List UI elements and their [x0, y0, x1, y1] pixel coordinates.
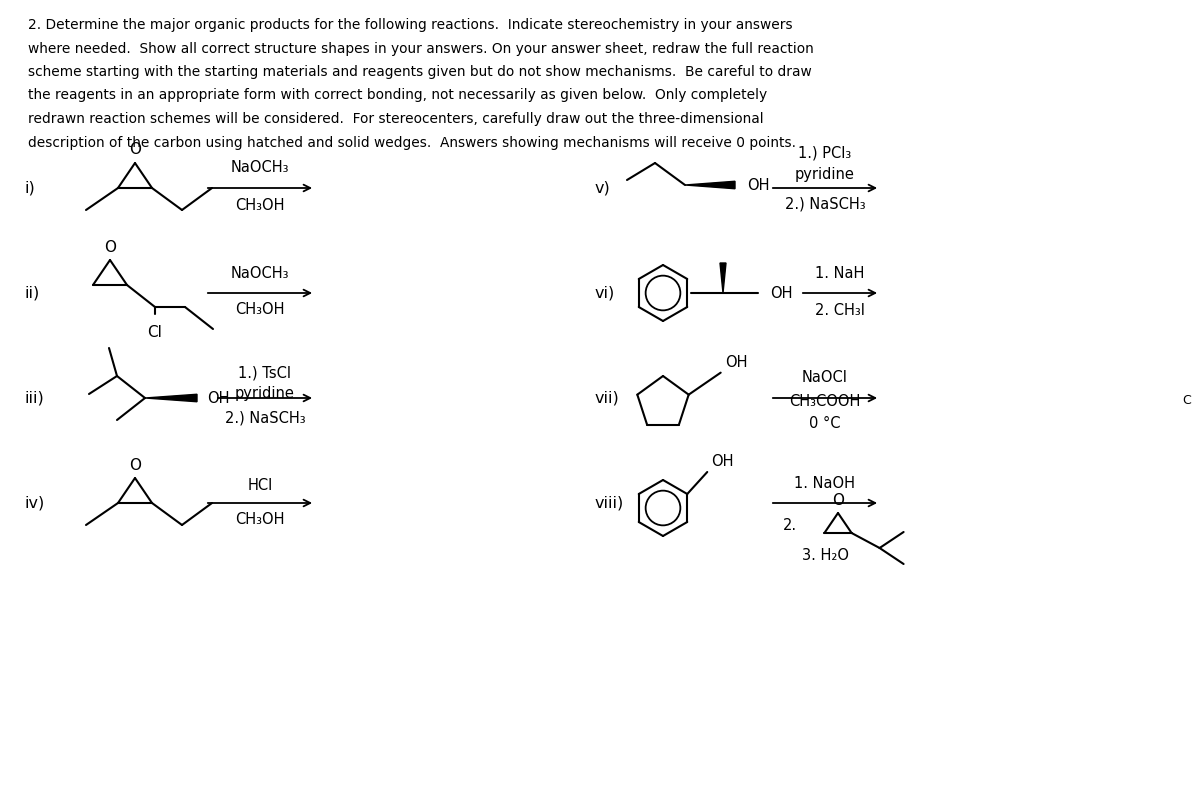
Text: NaOCH₃: NaOCH₃ [230, 266, 289, 280]
Text: vi): vi) [595, 285, 616, 301]
Text: scheme starting with the starting materials and reagents given but do not show m: scheme starting with the starting materi… [28, 65, 811, 79]
Text: CH₃OH: CH₃OH [235, 302, 284, 318]
Text: 2. Determine the major organic products for the following reactions.  Indicate s: 2. Determine the major organic products … [28, 18, 793, 32]
Text: 3. H₂O: 3. H₂O [802, 548, 848, 562]
Text: i): i) [25, 180, 36, 196]
Text: 2.) NaSCH₃: 2.) NaSCH₃ [785, 196, 865, 212]
Text: NaOCl: NaOCl [802, 371, 848, 385]
Text: ii): ii) [25, 285, 41, 301]
Text: OH: OH [725, 356, 748, 370]
Text: OH: OH [748, 178, 769, 192]
Text: 0 °C: 0 °C [809, 416, 841, 431]
Text: OH: OH [712, 454, 733, 469]
Text: v): v) [595, 180, 611, 196]
Text: viii): viii) [595, 495, 624, 511]
Text: 2. CH₃I: 2. CH₃I [815, 304, 865, 318]
Text: C: C [1182, 393, 1190, 406]
Polygon shape [720, 263, 726, 293]
Text: 1.) PCl₃: 1.) PCl₃ [798, 145, 852, 161]
Text: description of the carbon using hatched and solid wedges.  Answers showing mecha: description of the carbon using hatched … [28, 136, 796, 149]
Text: vii): vii) [595, 390, 619, 406]
Text: redrawn reaction schemes will be considered.  For stereocenters, carefully draw : redrawn reaction schemes will be conside… [28, 112, 763, 126]
Text: HCl: HCl [247, 478, 272, 493]
Text: OH: OH [206, 390, 229, 406]
Text: O: O [832, 493, 844, 507]
Polygon shape [145, 394, 197, 402]
Text: 2.: 2. [784, 517, 797, 532]
Text: CH₃OH: CH₃OH [235, 511, 284, 527]
Text: 1. NaH: 1. NaH [815, 266, 865, 280]
Text: CH₃COOH: CH₃COOH [790, 393, 860, 409]
Text: OH: OH [770, 285, 792, 301]
Polygon shape [685, 181, 734, 189]
Text: O: O [130, 457, 142, 473]
Text: 2.) NaSCH₃: 2.) NaSCH₃ [224, 410, 305, 426]
Text: the reagents in an appropriate form with correct bonding, not necessarily as giv: the reagents in an appropriate form with… [28, 89, 767, 103]
Text: NaOCH₃: NaOCH₃ [230, 161, 289, 175]
Text: iv): iv) [25, 495, 46, 511]
Text: 1. NaOH: 1. NaOH [794, 475, 856, 490]
Text: O: O [130, 142, 142, 158]
Text: where needed.  Show all correct structure shapes in your answers. On your answer: where needed. Show all correct structure… [28, 41, 814, 56]
Text: 1.) TsCl: 1.) TsCl [239, 365, 292, 381]
Text: pyridine: pyridine [235, 385, 295, 401]
Text: iii): iii) [25, 390, 44, 406]
Text: CH₃OH: CH₃OH [235, 197, 284, 213]
Text: pyridine: pyridine [796, 166, 854, 182]
Text: Cl: Cl [148, 325, 162, 340]
Text: O: O [104, 239, 116, 255]
